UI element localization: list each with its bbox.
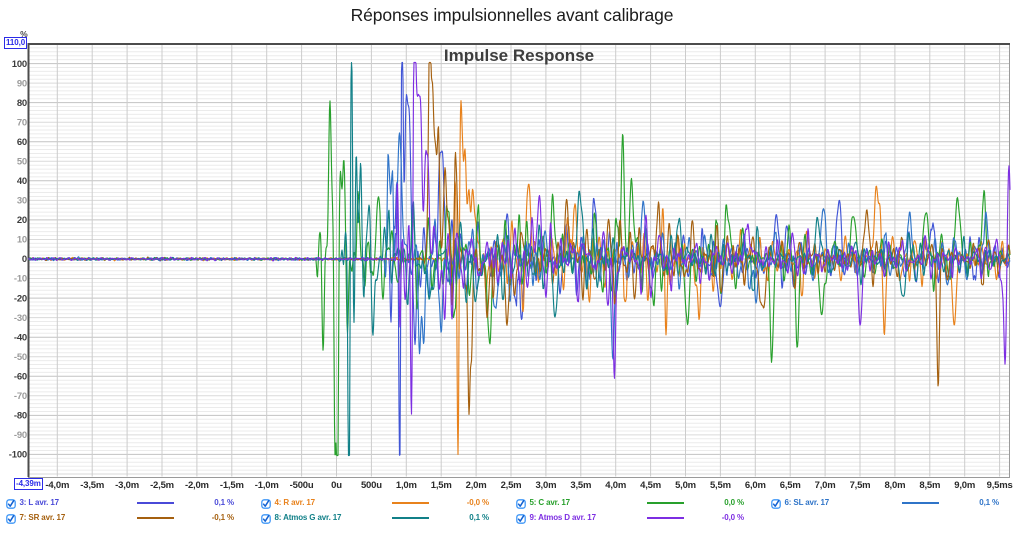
svg-text:100: 100 xyxy=(12,59,27,70)
svg-text:-10: -10 xyxy=(14,274,27,285)
svg-text:3,5m: 3,5m xyxy=(570,480,591,491)
svg-text:4,0m: 4,0m xyxy=(605,480,626,491)
svg-text:2,0m: 2,0m xyxy=(466,480,487,491)
svg-text:-60: -60 xyxy=(14,372,27,383)
svg-text:9,0m: 9,0m xyxy=(954,480,975,491)
svg-text:500u: 500u xyxy=(361,480,382,491)
svg-text:-80: -80 xyxy=(14,411,27,422)
svg-text:-500u: -500u xyxy=(290,480,314,491)
svg-text:6,0m: 6,0m xyxy=(745,480,766,491)
svg-text:10: 10 xyxy=(17,235,27,246)
svg-text:-40: -40 xyxy=(14,332,27,343)
svg-text:60: 60 xyxy=(17,137,27,148)
svg-text:6,5m: 6,5m xyxy=(780,480,801,491)
svg-text:8,0m: 8,0m xyxy=(884,480,905,491)
svg-text:80: 80 xyxy=(17,98,27,109)
svg-text:5,5m: 5,5m xyxy=(710,480,731,491)
svg-text:-20: -20 xyxy=(14,293,27,304)
svg-text:20: 20 xyxy=(17,215,27,226)
svg-text:8,5m: 8,5m xyxy=(919,480,940,491)
svg-text:-2,0m: -2,0m xyxy=(185,480,209,491)
svg-text:0: 0 xyxy=(22,254,27,265)
svg-text:2,5m: 2,5m xyxy=(501,480,522,491)
svg-text:-2,5m: -2,5m xyxy=(150,480,174,491)
svg-text:1,0m: 1,0m xyxy=(396,480,417,491)
svg-text:-50: -50 xyxy=(14,352,27,363)
svg-text:70: 70 xyxy=(17,117,27,128)
svg-text:40: 40 xyxy=(17,176,27,187)
svg-text:-30: -30 xyxy=(14,313,27,324)
svg-text:-70: -70 xyxy=(14,391,27,402)
svg-text:90: 90 xyxy=(17,78,27,89)
svg-text:-1,5m: -1,5m xyxy=(220,480,244,491)
svg-text:30: 30 xyxy=(17,196,27,207)
svg-text:%: % xyxy=(20,29,28,39)
svg-text:-4,0m: -4,0m xyxy=(45,480,69,491)
svg-text:-100: -100 xyxy=(9,450,27,461)
svg-text:-90: -90 xyxy=(14,430,27,441)
svg-text:0u: 0u xyxy=(331,480,342,491)
svg-text:7,5m: 7,5m xyxy=(850,480,871,491)
svg-text:7,0m: 7,0m xyxy=(815,480,836,491)
svg-text:5,0m: 5,0m xyxy=(675,480,696,491)
svg-text:4,5m: 4,5m xyxy=(640,480,661,491)
svg-text:50: 50 xyxy=(17,157,27,168)
svg-text:-3,0m: -3,0m xyxy=(115,480,139,491)
svg-text:-1,0m: -1,0m xyxy=(255,480,279,491)
svg-text:1,5m: 1,5m xyxy=(431,480,452,491)
svg-text:-3,5m: -3,5m xyxy=(80,480,104,491)
svg-text:9,5ms: 9,5ms xyxy=(987,480,1013,491)
svg-text:3,0m: 3,0m xyxy=(535,480,556,491)
